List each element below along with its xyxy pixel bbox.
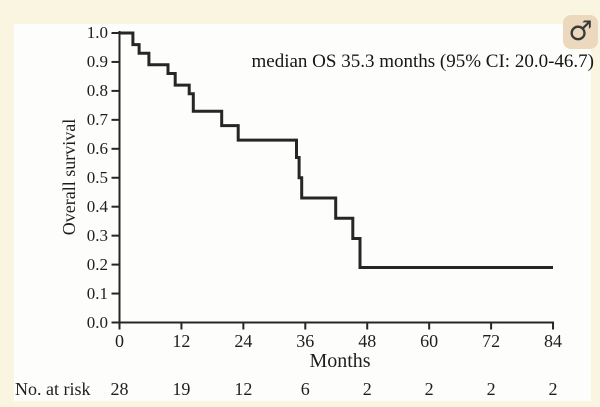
- male-gender-badge[interactable]: ♂: [563, 15, 598, 49]
- x-tick-label: 48: [358, 331, 377, 351]
- risk-count: 2: [548, 379, 558, 399]
- y-tick-label: 0.2: [86, 254, 108, 274]
- x-tick-label: 0: [115, 331, 124, 351]
- x-tick-label: 24: [234, 331, 253, 351]
- plot-panel: [14, 24, 591, 401]
- x-tick-label: 84: [544, 331, 563, 351]
- median-os-annotation: median OS 35.3 months (95% CI: 20.0-46.7…: [251, 51, 594, 72]
- y-tick-label: 0.3: [86, 225, 108, 245]
- risk-count: 2: [424, 379, 434, 399]
- risk-table-label: No. at risk: [15, 379, 91, 399]
- risk-count: 12: [234, 379, 253, 399]
- y-tick-label: 0.8: [86, 80, 108, 100]
- x-tick-label: 36: [296, 331, 315, 351]
- y-tick-label: 0.1: [86, 283, 108, 303]
- overall-survival-curve: [119, 31, 553, 269]
- y-tick-label: 0.9: [86, 51, 108, 71]
- x-tick-label: 60: [420, 331, 439, 351]
- risk-count: 28: [110, 379, 129, 399]
- risk-count: 6: [300, 379, 310, 399]
- y-tick-label: 1.0: [86, 23, 108, 42]
- y-tick-label: 0.7: [86, 109, 108, 129]
- y-tick-label: 0.5: [86, 167, 108, 187]
- risk-count: 2: [362, 379, 372, 399]
- y-tick-label: 0.4: [86, 196, 108, 216]
- y-tick-label: 0.0: [86, 312, 108, 332]
- x-tick-label: 12: [172, 331, 191, 351]
- x-axis-title: Months: [309, 350, 371, 372]
- y-tick-label: 0.6: [86, 138, 108, 158]
- male-icon: ♂: [568, 15, 593, 47]
- risk-count: 2: [486, 379, 496, 399]
- x-tick-label: 72: [482, 331, 501, 351]
- risk-count: 19: [172, 379, 191, 399]
